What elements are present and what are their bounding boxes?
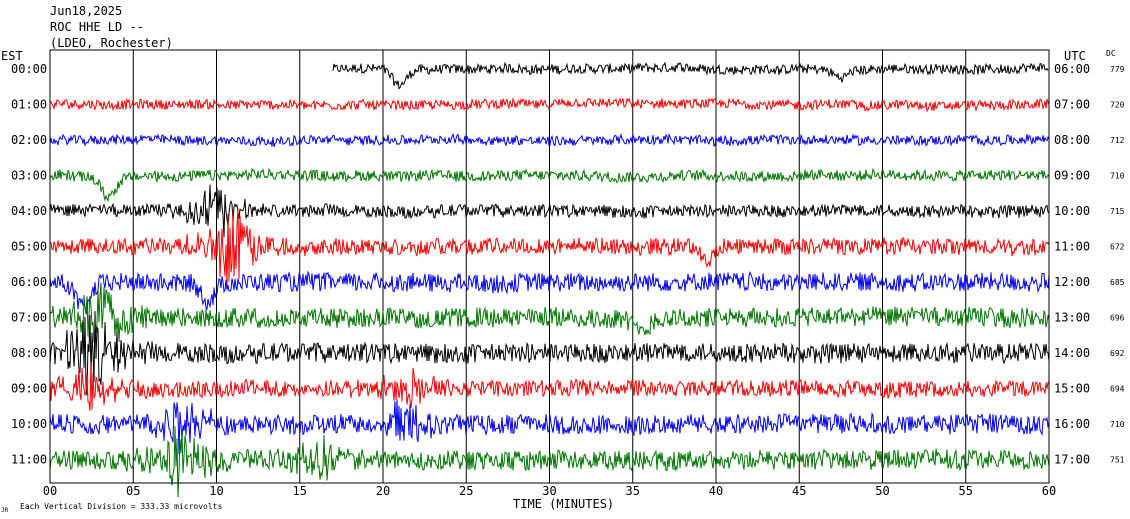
trace-line-0700 <box>49 282 1050 343</box>
est-hour-label: 10:00 <box>11 417 47 431</box>
dc-value: 710 <box>1110 172 1125 181</box>
trace-line-0400 <box>49 184 1050 238</box>
header-network: (LDEO, Rochester) <box>50 36 173 50</box>
trace-line-0600 <box>49 270 1050 315</box>
est-hour-label: 05:00 <box>11 240 47 254</box>
x-tick-label: 10 <box>209 484 223 498</box>
dc-value: 720 <box>1110 101 1125 110</box>
dc-value: 696 <box>1110 314 1125 323</box>
trace-line-0900 <box>49 362 1050 411</box>
plot-frame <box>49 49 1050 484</box>
dc-value: 712 <box>1110 136 1125 145</box>
x-tick-label: 30 <box>542 484 556 498</box>
est-hour-label: 01:00 <box>11 98 47 112</box>
trace-line-0000 <box>332 61 1049 90</box>
trace-line-1100 <box>49 426 1050 498</box>
utc-hour-label: 16:00 <box>1054 417 1090 431</box>
utc-hour-label: 11:00 <box>1054 240 1090 254</box>
est-hour-label: 02:00 <box>11 133 47 147</box>
utc-hour-label: 17:00 <box>1054 453 1090 467</box>
vertical-division-note: Each Vertical Division = 333.33 microvol… <box>20 502 222 511</box>
utc-hour-label: 12:00 <box>1054 275 1090 289</box>
trace-line-0200 <box>49 132 1050 147</box>
dc-value: 710 <box>1110 420 1125 429</box>
trace-line-0300 <box>49 167 1050 203</box>
utc-hour-label: 14:00 <box>1054 346 1090 360</box>
x-tick-label: 15 <box>293 484 307 498</box>
est-hour-label: 03:00 <box>11 169 47 183</box>
dc-value: 692 <box>1110 349 1125 358</box>
dc-column-title: DC <box>1106 49 1116 58</box>
footnote-mark: JR <box>1 507 9 514</box>
x-tick-label: 50 <box>875 484 889 498</box>
est-hour-label: 04:00 <box>11 204 47 218</box>
dc-value: 672 <box>1110 243 1125 252</box>
trace-line-0500 <box>49 208 1050 289</box>
x-axis-ticks: 00 05 10 15 20 25 30 35 40 45 50 55 60 <box>43 484 1056 498</box>
est-hour-label: 11:00 <box>11 453 47 467</box>
est-hour-label: 06:00 <box>11 275 47 289</box>
utc-hour-label: 07:00 <box>1054 98 1090 112</box>
x-tick-label: 35 <box>626 484 640 498</box>
x-tick-label: 60 <box>1042 484 1056 498</box>
est-hour-label: 00:00 <box>11 62 47 76</box>
dc-value: 779 <box>1110 65 1125 74</box>
est-hour-label: 07:00 <box>11 311 47 325</box>
utc-hour-label: 15:00 <box>1054 382 1090 396</box>
dc-value: 685 <box>1110 278 1125 287</box>
utc-hour-label: 13:00 <box>1054 311 1090 325</box>
est-axis-title: EST <box>1 49 23 63</box>
trace-line-0100 <box>49 97 1050 113</box>
utc-hour-label: 09:00 <box>1054 169 1090 183</box>
dc-value: 694 <box>1110 385 1125 394</box>
x-tick-label: 05 <box>126 484 140 498</box>
row-labels: 00:00 06:00 779 01:00 07:00 720 02:00 08:00 712 0… <box>11 62 1125 467</box>
x-tick-label: 45 <box>792 484 806 498</box>
x-tick-label: 20 <box>376 484 390 498</box>
utc-hour-label: 08:00 <box>1054 133 1090 147</box>
x-tick-label: 00 <box>43 484 57 498</box>
utc-hour-label: 06:00 <box>1054 62 1090 76</box>
x-tick-label: 25 <box>459 484 473 498</box>
header-station: ROC HHE LD -- <box>50 20 144 34</box>
dc-value: 751 <box>1110 456 1125 465</box>
utc-axis-title: UTC <box>1064 49 1086 63</box>
est-hour-label: 08:00 <box>11 346 47 360</box>
x-axis-title: TIME (MINUTES) <box>513 497 614 511</box>
est-hour-label: 09:00 <box>11 382 47 396</box>
header-date: Jun18,2025 <box>50 4 122 18</box>
trace-line-1000 <box>49 399 1050 455</box>
trace-line-0800 <box>49 310 1050 396</box>
x-tick-label: 55 <box>959 484 973 498</box>
dc-value: 715 <box>1110 207 1125 216</box>
trace-group <box>49 61 1050 498</box>
utc-hour-label: 10:00 <box>1054 204 1090 218</box>
x-tick-label: 40 <box>709 484 723 498</box>
